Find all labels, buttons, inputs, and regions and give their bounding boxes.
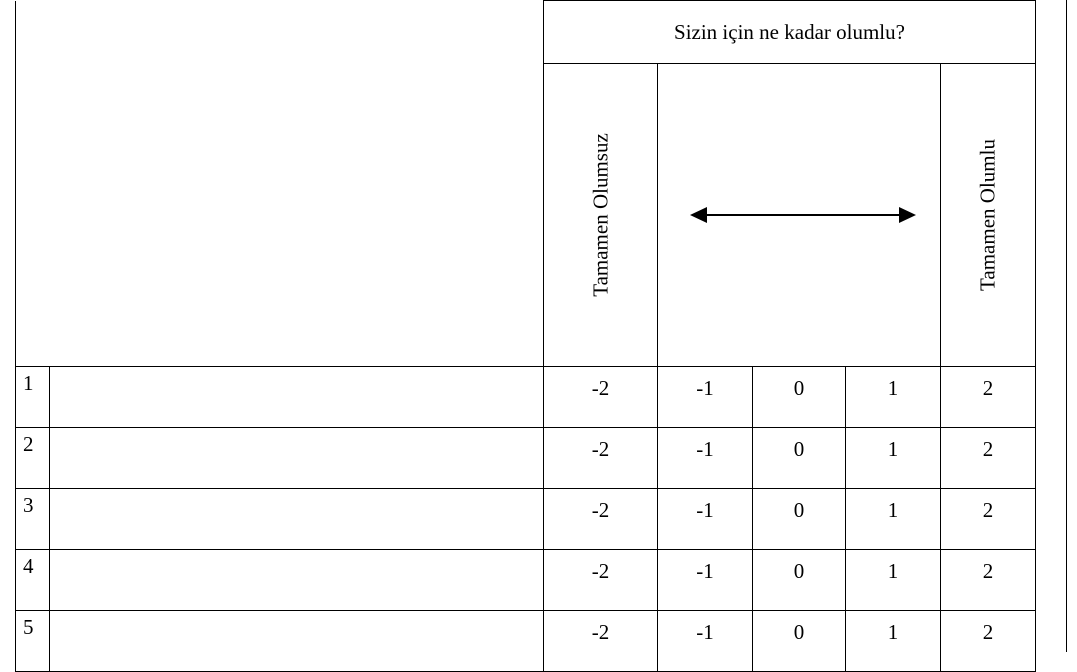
header-row-question: Sizin için ne kadar olumlu? <box>15 0 1036 367</box>
scale-value: 1 <box>845 427 941 489</box>
row-number: 5 <box>15 610 50 672</box>
row-number: 3 <box>15 488 50 550</box>
rating-table: Sizin için ne kadar olumlu? Tamamen Olum… <box>15 0 1036 672</box>
scale-value: 0 <box>752 488 846 550</box>
corner-cell <box>15 0 544 367</box>
scale-value: 0 <box>752 427 846 489</box>
scale-value: 0 <box>752 610 846 672</box>
scale-value: 2 <box>940 488 1036 550</box>
scale-value: -1 <box>657 488 753 550</box>
question-heading: Sizin için ne kadar olumlu? <box>543 0 1036 64</box>
scale-value: -1 <box>657 366 753 428</box>
right-label-cell: Tamamen Olumlu <box>940 63 1036 367</box>
scale-value: 2 <box>940 610 1036 672</box>
arrow-cell <box>657 63 941 367</box>
scale-value: -1 <box>657 549 753 611</box>
item-text-cell <box>49 610 544 672</box>
double-headed-arrow-icon <box>690 207 916 223</box>
item-text-cell <box>49 549 544 611</box>
scale-value: 1 <box>845 488 941 550</box>
row-number: 1 <box>15 366 50 428</box>
scale-value: 2 <box>940 549 1036 611</box>
item-text-cell <box>49 488 544 550</box>
header-row-labels: Tamamen Olumsuz Tamamen Olumlu <box>16 63 1036 367</box>
page-edge-line <box>1066 0 1067 652</box>
item-text-cell <box>49 427 544 489</box>
scale-value: -2 <box>543 549 658 611</box>
scale-value: -2 <box>543 610 658 672</box>
table-row: 4 -2 -1 0 1 2 <box>15 549 1036 611</box>
scale-value: 2 <box>940 427 1036 489</box>
scale-value: 1 <box>845 549 941 611</box>
table-row: 1 -2 -1 0 1 2 <box>15 366 1036 428</box>
right-scale-label: Tamamen Olumlu <box>975 139 1000 291</box>
scale-value: -2 <box>543 488 658 550</box>
table-row: 5 -2 -1 0 1 2 <box>15 610 1036 672</box>
row-number: 4 <box>15 549 50 611</box>
scale-value: -2 <box>543 427 658 489</box>
scale-value: 1 <box>845 366 941 428</box>
left-scale-label: Tamamen Olumsuz <box>588 133 612 297</box>
scale-value: 1 <box>845 610 941 672</box>
table-row: 2 -2 -1 0 1 2 <box>15 427 1036 489</box>
scale-value: -2 <box>543 366 658 428</box>
scale-value: -1 <box>657 427 753 489</box>
scale-value: -1 <box>657 610 753 672</box>
scale-value: 0 <box>752 549 846 611</box>
scale-value: 2 <box>940 366 1036 428</box>
left-label-cell: Tamamen Olumsuz <box>543 63 658 367</box>
row-number: 2 <box>15 427 50 489</box>
table-row: 3 -2 -1 0 1 2 <box>15 488 1036 550</box>
scale-value: 0 <box>752 366 846 428</box>
item-text-cell <box>49 366 544 428</box>
